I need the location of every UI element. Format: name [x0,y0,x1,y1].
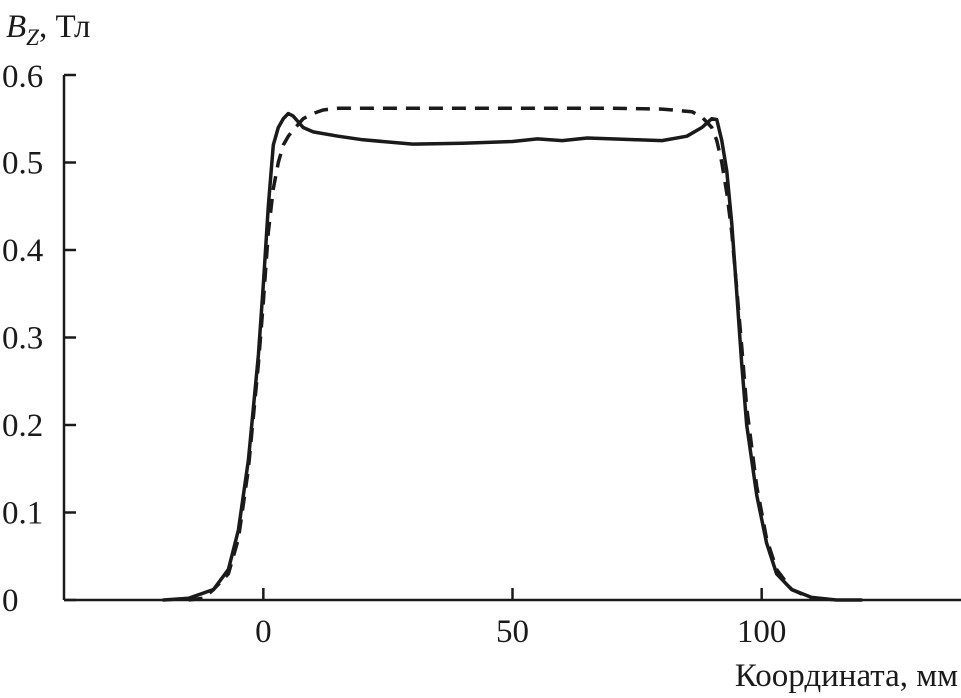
x-axis-title: Координата, мм [735,658,958,694]
axes [62,75,961,602]
y-tick-label: 0.5 [2,146,43,182]
y-axis-title: BZ, Тл [6,9,90,50]
y-tick-label: 0.4 [2,233,43,269]
series-line-dashed [188,106,813,602]
y-axis-unit: , Тл [39,9,90,45]
x-ticks: 0 50 100 [255,588,786,650]
y-tick-label: 0.6 [2,59,43,95]
y-tick-label: 0 [2,583,19,619]
y-tick-label: 0.2 [2,408,43,444]
x-tick-label: 100 [737,614,787,650]
y-tick-label: 0.1 [2,496,43,532]
x-tick-label: 0 [255,614,272,650]
y-ticks: 0 0.1 0.2 0.3 0.4 0.5 0.6 [2,59,76,619]
series-line-solid [161,111,864,602]
x-tick-label: 50 [496,614,529,650]
y-axis-symbol: B [6,9,26,45]
y-axis-subscript: Z [26,25,39,50]
series-layer [161,106,864,602]
y-tick-label: 0.3 [2,321,43,357]
